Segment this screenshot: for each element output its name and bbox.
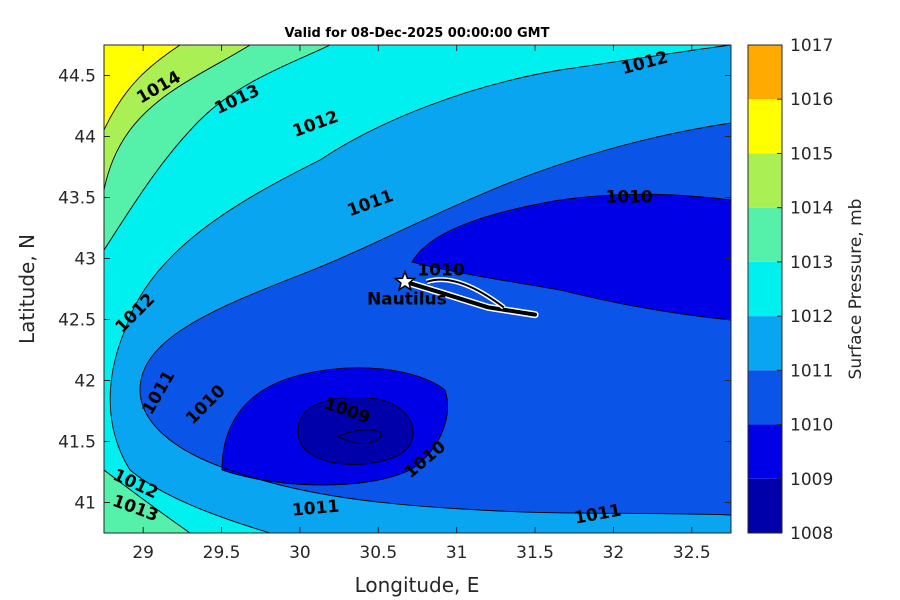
- x-tick-label: 29.5: [203, 543, 241, 563]
- track-branch: [426, 278, 505, 309]
- colorbar-segment: [748, 370, 782, 425]
- x-tick-label: 31.5: [516, 543, 554, 563]
- x-tick-label: 31: [446, 543, 468, 563]
- colorbar-segment: [748, 153, 782, 208]
- colorbar: 1008 1009 1010 1011 1012 1013 1014 1015 1016 1017: [747, 36, 833, 544]
- colorbar-tick-label: 1010: [790, 416, 833, 436]
- colorbar-tick-label: 1014: [790, 199, 833, 219]
- colorbar-segment: [748, 478, 782, 533]
- x-tick-label: 29: [132, 543, 154, 563]
- chart-title: Valid for 08-Dec-2025 00:00:00 GMT: [285, 26, 550, 41]
- colorbar-segment: [748, 261, 782, 317]
- x-axis-label: Longitude, E: [355, 573, 480, 597]
- marker-label: Nautilus: [367, 290, 447, 310]
- colorbar-segment: [748, 207, 782, 262]
- y-tick-label: 44.5: [58, 67, 96, 87]
- colorbar-tick-label: 1009: [790, 470, 833, 490]
- band-1013-bottom: [104, 470, 190, 533]
- colorbar-tick-label: 1016: [790, 90, 833, 110]
- y-tick-label: 44: [74, 128, 96, 148]
- colorbar-tick-label: 1015: [790, 144, 833, 164]
- colorbar-segment: [748, 45, 782, 100]
- colorbar-segment: [748, 99, 782, 154]
- colorbar-tick-label: 1008: [790, 524, 833, 544]
- y-tick-label: 43: [74, 250, 96, 270]
- band-1015: [104, 45, 180, 130]
- x-tick-label: 30: [289, 543, 311, 563]
- x-tick-label: 32.5: [673, 543, 711, 563]
- colorbar-frame: [747, 44, 783, 534]
- y-tick-label: 41: [74, 494, 96, 514]
- y-axis-label: Latitude, N: [15, 234, 39, 344]
- x-axis-ticks: 29 29.5 30 30.5 31 31.5 32 32.5: [132, 45, 711, 563]
- y-axis-ticks: 41 41.5 42 42.5 43 43.5 44 44.5: [58, 67, 731, 514]
- contour-lines: [104, 45, 731, 533]
- y-tick-label: 43.5: [58, 189, 96, 209]
- contour-label: 1011: [291, 497, 340, 521]
- band-1014: [104, 45, 250, 190]
- track-line: [402, 279, 538, 317]
- plot-frame: [103, 44, 732, 534]
- x-tick-label: 32: [603, 543, 625, 563]
- colorbar-tick-label: 1013: [790, 253, 833, 273]
- y-tick-label: 42: [74, 372, 96, 392]
- colorbar-tick-label: 1011: [790, 361, 833, 381]
- contour-label: 1010: [417, 261, 464, 281]
- y-tick-label: 41.5: [58, 433, 96, 453]
- colorbar-label: Surface Pressure, mb: [846, 199, 866, 380]
- colorbar-tick-label: 1017: [790, 36, 833, 56]
- y-tick-label: 42.5: [58, 311, 96, 331]
- nautilus-star-marker: [393, 269, 417, 292]
- track-layer: Nautilus: [367, 269, 539, 319]
- colorbar-tick-label: 1012: [790, 307, 833, 327]
- band-1009-east: [412, 194, 731, 320]
- colorbar-segment: [748, 316, 782, 371]
- colorbar-segment: [748, 424, 782, 479]
- contour-label: 1010: [605, 188, 652, 208]
- x-tick-label: 30.5: [359, 543, 397, 563]
